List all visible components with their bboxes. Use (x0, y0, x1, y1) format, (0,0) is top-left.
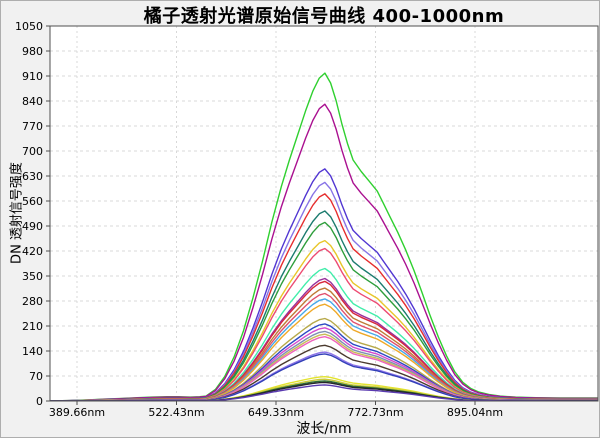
y-tick-label: 700 (22, 145, 43, 158)
x-tick-label: 895.04nm (447, 406, 503, 419)
y-tick-label: 980 (22, 45, 43, 58)
chart-title: 橘子透射光谱原始信号曲线 400-1000nm (143, 6, 505, 27)
y-tick-label: 490 (22, 220, 43, 233)
y-tick-label: 560 (22, 195, 43, 208)
x-tick-label: 772.73nm (347, 406, 403, 419)
y-tick-label: 420 (22, 245, 43, 258)
y-tick-label: 630 (22, 170, 43, 183)
y-tick-label: 0 (36, 395, 43, 408)
x-tick-label: 522.43nm (148, 406, 204, 419)
x-tick-label: 389.66nm (49, 406, 105, 419)
x-axis-title: 波长/nm (296, 421, 352, 437)
y-tick-label: 350 (22, 270, 43, 283)
y-tick-label: 910 (22, 70, 43, 83)
spectral-curve-02 (50, 103, 598, 401)
y-tick-label: 280 (22, 295, 43, 308)
y-tick-label: 770 (22, 120, 43, 133)
y-tick-label: 840 (22, 95, 43, 108)
y-tick-label: 1050 (15, 20, 43, 33)
plot-area (50, 26, 598, 401)
y-tick-label: 210 (22, 320, 43, 333)
x-tick-label: 649.33nm (248, 406, 304, 419)
y-tick-label: 70 (29, 370, 43, 383)
y-tick-label: 140 (22, 345, 43, 358)
plot-frame (49, 25, 599, 402)
